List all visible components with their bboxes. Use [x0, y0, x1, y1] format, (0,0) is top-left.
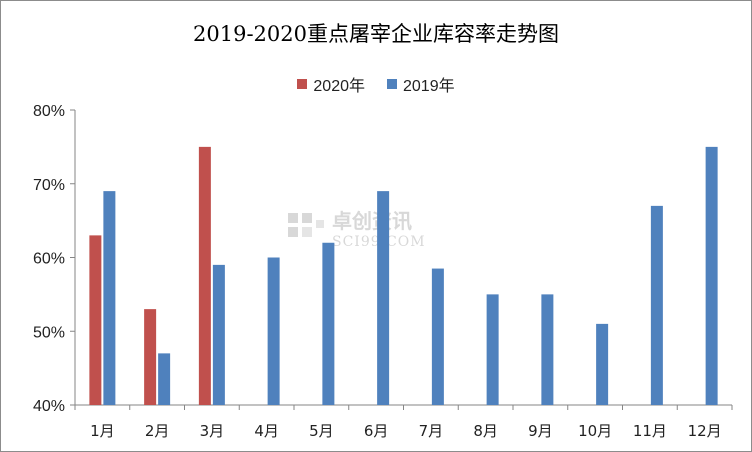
legend-swatch-2020	[297, 79, 308, 89]
x-tick-label: 2月	[145, 422, 170, 440]
bar-2020	[89, 235, 102, 405]
x-tick-label: 4月	[254, 422, 279, 440]
watermark-icon	[288, 212, 324, 237]
bar-2019	[431, 268, 444, 405]
bar-2019	[267, 257, 280, 405]
x-tick-label: 1月	[90, 422, 115, 440]
y-tick-label: 60%	[33, 251, 65, 268]
y-tick-label: 40%	[33, 398, 65, 415]
bar-2020	[144, 309, 157, 405]
x-tick-label: 3月	[200, 422, 225, 440]
bar-2019	[212, 264, 225, 405]
bar-2019	[650, 205, 663, 405]
bar-2019	[486, 294, 499, 405]
x-tick-label: 10月	[578, 422, 612, 440]
legend: 2020年 2019年	[0, 72, 752, 96]
x-tick-label: 11月	[633, 422, 667, 440]
legend-item-2019: 2019年	[387, 72, 455, 96]
bar-2019	[541, 294, 554, 405]
chart-title: 2019-2020重点屠宰企业库容率走势图	[193, 22, 559, 46]
legend-swatch-2019	[387, 79, 397, 89]
bar-2019	[103, 191, 116, 405]
x-tick-label: 12月	[688, 422, 722, 440]
y-tick-label: 70%	[33, 177, 65, 194]
x-tick-label: 9月	[528, 422, 553, 440]
legend-label-2019: 2019年	[403, 78, 455, 95]
bar-2019	[377, 191, 390, 405]
x-tick-label: 7月	[419, 422, 444, 440]
x-tick-label: 6月	[364, 422, 389, 440]
x-tick-label: 8月	[473, 422, 498, 440]
bar-2019	[705, 146, 718, 405]
bar-2020	[198, 146, 211, 405]
watermark-text-cn: 卓创资讯	[332, 209, 412, 233]
legend-item-2020: 2020年	[297, 72, 365, 96]
bar-2019	[596, 323, 609, 405]
bar-2019	[158, 353, 171, 405]
y-tick-label: 80%	[33, 103, 65, 120]
bar-2019	[322, 242, 335, 405]
x-tick-label: 5月	[309, 422, 334, 440]
y-tick-label: 50%	[33, 324, 65, 341]
legend-label-2020: 2020年	[313, 78, 365, 95]
